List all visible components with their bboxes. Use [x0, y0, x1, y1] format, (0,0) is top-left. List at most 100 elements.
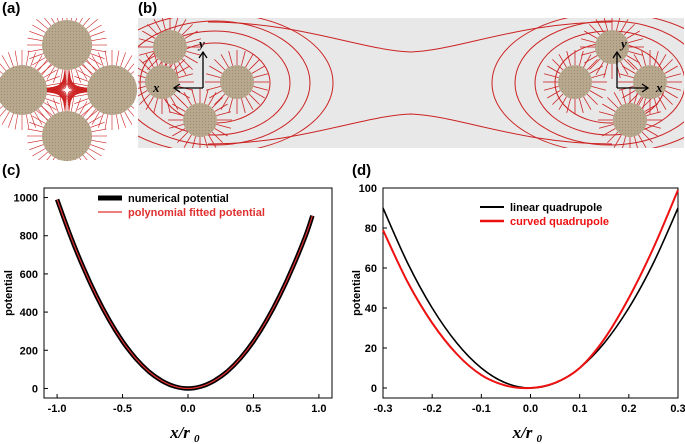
- field-ray: [181, 24, 193, 36]
- axis-label-y-left: y: [197, 36, 205, 51]
- field-ray: [74, 98, 89, 104]
- field-ray: [98, 52, 104, 67]
- field-ray: [59, 69, 63, 85]
- field-ray: [98, 113, 104, 128]
- field-ray: [228, 98, 233, 114]
- field-ray: [253, 86, 269, 91]
- axis-label-x-left: x: [152, 80, 160, 95]
- field-ray: [607, 131, 619, 143]
- field-ray: [14, 114, 18, 130]
- field-ray: [558, 54, 567, 68]
- field-ray: [583, 96, 592, 110]
- field-ray: [204, 136, 208, 148]
- field-ray: [666, 73, 682, 78]
- y-tick-label: 100: [359, 183, 377, 195]
- x-tick-label: 0.2: [621, 403, 636, 415]
- field-ray: [661, 59, 673, 71]
- field-ray: [27, 49, 43, 53]
- field-ray: [622, 65, 636, 74]
- field-ray: [602, 128, 616, 137]
- field-ray: [45, 76, 60, 82]
- field-ray: [0, 108, 7, 117]
- field-ray: [75, 68, 81, 83]
- field-ray: [204, 88, 209, 104]
- field-ray: [552, 59, 564, 71]
- field-ray: [138, 75, 146, 78]
- field-ray: [622, 136, 626, 148]
- field-ray: [174, 18, 179, 31]
- field-ray: [183, 92, 192, 106]
- field-ray: [191, 88, 196, 104]
- field-ray: [91, 111, 100, 125]
- field-ray: [14, 50, 18, 66]
- field-ray: [85, 19, 98, 30]
- field-ray: [30, 113, 36, 128]
- x-tick-label: -1.0: [48, 403, 67, 415]
- field-ray: [72, 82, 88, 86]
- field-ray: [634, 136, 638, 148]
- field-ray: [186, 51, 202, 56]
- field-ray: [603, 18, 608, 31]
- y-tick-label: 200: [20, 345, 38, 357]
- field-ray: [566, 50, 571, 66]
- field-ray: [595, 19, 604, 33]
- field-ray: [666, 86, 682, 91]
- field-ray: [220, 54, 229, 68]
- field-ray: [613, 134, 622, 148]
- field-ray: [591, 73, 607, 78]
- field-ray: [589, 24, 601, 36]
- field-ray: [120, 52, 126, 67]
- field-ray: [90, 144, 105, 150]
- series-line-2: [382, 189, 679, 390]
- field-ray: [37, 59, 48, 72]
- field-ray: [641, 50, 646, 66]
- field-ray: [166, 98, 171, 114]
- field-ray: [245, 54, 254, 68]
- field-ray: [86, 59, 97, 72]
- field-ray: [72, 94, 88, 98]
- series-line-2: [56, 199, 313, 390]
- field-ray: [241, 50, 246, 66]
- field-ray: [127, 108, 134, 117]
- y-tick-label: 80: [365, 223, 377, 235]
- field-ray: [241, 98, 246, 114]
- field-ray: [626, 30, 640, 39]
- x-tick-label: 0.3: [670, 403, 685, 415]
- field-ray: [589, 65, 603, 74]
- rod-b-right-bottom: [613, 103, 647, 137]
- field-ray: [584, 30, 598, 39]
- x-tick-label: 0.5: [246, 403, 261, 415]
- field-ray: [45, 98, 60, 104]
- field-ray: [0, 63, 7, 72]
- panel-label-a: (a): [2, 0, 21, 17]
- field-ray: [52, 157, 55, 160]
- y-tick-label: 60: [365, 263, 377, 275]
- field-ray: [116, 114, 120, 130]
- field-ray: [644, 103, 658, 112]
- field-ray: [603, 63, 608, 79]
- field-ray: [145, 54, 154, 68]
- field-ray: [57, 159, 59, 160]
- field-ray: [29, 144, 44, 150]
- field-ray: [82, 18, 91, 27]
- field-ray: [139, 59, 151, 71]
- field-ray: [543, 86, 559, 91]
- field-ray: [168, 124, 184, 129]
- field-ray: [81, 105, 94, 116]
- field-ray: [579, 50, 584, 66]
- field-ray: [628, 38, 644, 43]
- field-ray: [81, 64, 94, 75]
- field-ray: [46, 94, 62, 98]
- plot-frame: [43, 187, 333, 399]
- field-ray: [205, 73, 221, 78]
- field-ray: [30, 52, 36, 67]
- panel-label-c: (c): [2, 162, 21, 179]
- field-ray: [623, 24, 635, 36]
- field-ray: [181, 58, 193, 70]
- field-ray: [90, 53, 105, 59]
- field-ray: [46, 154, 52, 160]
- y-tick-label: 600: [20, 269, 38, 281]
- field-contour: [138, 18, 334, 148]
- field-ray: [607, 97, 619, 109]
- field-ray: [644, 128, 658, 137]
